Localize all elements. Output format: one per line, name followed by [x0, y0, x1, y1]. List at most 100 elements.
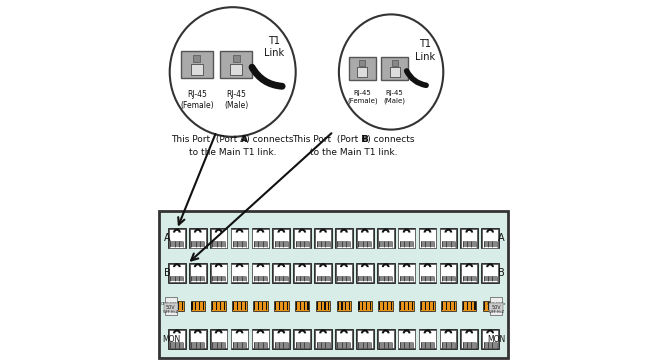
Wedge shape [194, 329, 201, 333]
Bar [273, 228, 290, 248]
Bar [408, 302, 409, 310]
Bar [212, 342, 225, 348]
Bar [293, 228, 311, 248]
Wedge shape [319, 263, 327, 267]
Text: B: B [362, 135, 368, 144]
Bar [314, 263, 332, 283]
Bar [446, 302, 447, 310]
Bar [378, 330, 394, 348]
Bar [387, 302, 388, 310]
Bar [366, 302, 368, 310]
Bar [440, 330, 456, 348]
Bar [191, 241, 204, 247]
Bar [231, 228, 248, 248]
Bar [482, 264, 498, 282]
Bar [358, 301, 372, 311]
Bar [378, 301, 393, 311]
Bar [275, 241, 287, 247]
Wedge shape [194, 263, 201, 267]
Text: This Port  (Port A) connects
to the Main T1 link.: This Port (Port A) connects to the Main … [171, 135, 294, 157]
Bar [392, 60, 398, 67]
Bar [463, 276, 476, 282]
Bar [293, 329, 311, 349]
Wedge shape [466, 329, 473, 333]
Bar [324, 302, 325, 310]
Bar [168, 263, 185, 283]
Bar [450, 302, 451, 310]
Bar [338, 276, 350, 282]
FancyBboxPatch shape [159, 211, 508, 358]
Bar [471, 302, 472, 310]
Bar [315, 229, 331, 248]
Bar [273, 229, 289, 248]
Bar [233, 302, 234, 310]
Bar [442, 241, 455, 247]
Wedge shape [235, 263, 243, 267]
Bar [279, 302, 280, 310]
Bar [420, 301, 435, 311]
Bar [356, 329, 374, 349]
Bar [398, 264, 415, 282]
Text: RJ-45
(Male): RJ-45 (Male) [224, 90, 248, 110]
Wedge shape [444, 229, 452, 233]
Bar [275, 342, 287, 348]
Wedge shape [235, 329, 243, 333]
Bar [295, 241, 309, 247]
Bar [461, 330, 478, 348]
Bar [182, 302, 183, 310]
Bar [295, 342, 309, 348]
Bar [336, 229, 352, 248]
Bar [169, 301, 184, 311]
Wedge shape [466, 263, 473, 267]
Text: OFF Hi-Z: OFF Hi-Z [489, 310, 504, 314]
Wedge shape [257, 263, 264, 267]
Bar [171, 342, 183, 348]
Bar [216, 302, 217, 310]
Bar [398, 330, 415, 348]
Wedge shape [361, 263, 369, 267]
Bar [404, 302, 406, 310]
Bar [233, 241, 246, 247]
Wedge shape [340, 329, 348, 333]
Bar [224, 302, 225, 310]
Text: RJ-45
(Female): RJ-45 (Female) [347, 90, 378, 104]
Bar [380, 342, 392, 348]
Bar [335, 263, 353, 283]
Bar [419, 263, 436, 283]
Wedge shape [257, 329, 264, 333]
Wedge shape [486, 229, 494, 233]
Wedge shape [361, 329, 369, 333]
Bar [168, 228, 185, 248]
Bar [433, 302, 434, 310]
FancyBboxPatch shape [221, 51, 252, 78]
Wedge shape [215, 229, 223, 233]
Wedge shape [382, 229, 390, 233]
Wedge shape [215, 263, 223, 267]
Bar [467, 302, 468, 310]
Bar [169, 229, 185, 248]
Bar [283, 302, 284, 310]
Bar [195, 302, 196, 310]
Bar [377, 263, 394, 283]
Bar [189, 264, 206, 282]
Bar [335, 228, 353, 248]
Bar [314, 329, 332, 349]
Bar [189, 263, 207, 283]
Bar [356, 228, 374, 248]
Bar [460, 263, 478, 283]
Wedge shape [340, 229, 348, 233]
Bar [253, 301, 267, 311]
Bar [220, 302, 221, 310]
Wedge shape [173, 329, 181, 333]
FancyBboxPatch shape [381, 57, 408, 80]
Bar [199, 302, 200, 310]
Bar [484, 342, 496, 348]
Bar [398, 263, 416, 283]
Bar [442, 342, 455, 348]
Bar [336, 264, 352, 282]
Bar [241, 302, 242, 310]
Bar [165, 297, 177, 315]
Bar [390, 67, 400, 77]
Bar [315, 264, 331, 282]
Bar [203, 302, 204, 310]
